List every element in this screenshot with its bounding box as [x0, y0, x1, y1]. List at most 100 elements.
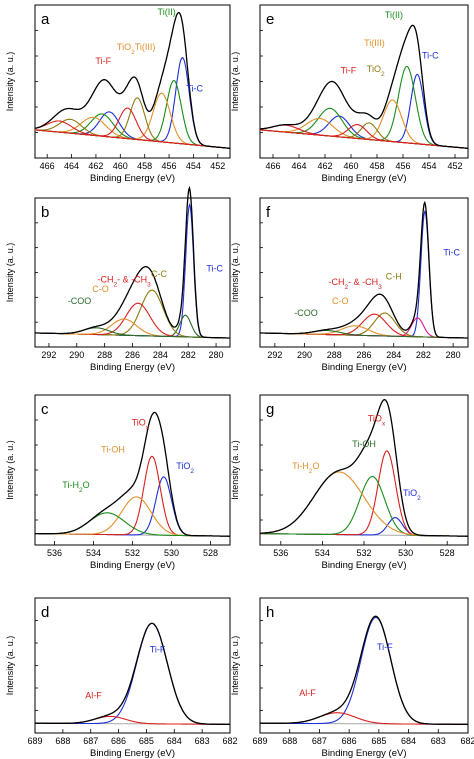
peak-ti-f: [260, 616, 468, 725]
x-tick-label: 452: [447, 161, 462, 171]
panel-label: e: [266, 11, 274, 28]
x-tick-label: 290: [69, 350, 84, 360]
peak-annotation: C-H: [386, 272, 402, 282]
peak-ti-f: [34, 120, 230, 149]
peak-annotation: C-O: [332, 296, 349, 306]
envelope-line: [260, 200, 469, 339]
x-axis-label: Binding Energy (eV): [321, 748, 406, 759]
peak-annotation: -CH2- & -CH3: [98, 274, 152, 288]
x-tick-label: 458: [369, 161, 384, 171]
x-tick-label: 534: [86, 548, 101, 558]
x-tick-label: 683: [195, 736, 210, 746]
panel-d: d 689 688 687 686 685 684 683 682 Binding Energy …: [5, 597, 238, 759]
x-tick-label: 288: [327, 350, 342, 360]
panel-label: g: [266, 401, 274, 418]
peak-annotation: TiO2: [367, 64, 385, 78]
x-tick-label: 532: [125, 548, 140, 558]
envelope-line: [35, 185, 231, 339]
peak-ti-c: [34, 57, 230, 149]
peak-annotation: -COO: [68, 296, 92, 306]
y-axis-label: Intensity (a. u.): [230, 440, 240, 500]
panel-e: e 466 464 462 460 458 456 454 452 Binding Energy …: [230, 4, 469, 184]
x-tick-label: 282: [181, 350, 196, 360]
x-tick-label: 528: [440, 548, 455, 558]
x-axis-label: Binding Energy (eV): [90, 560, 175, 571]
x-tick-label: 458: [137, 161, 152, 171]
x-tick-label: 462: [317, 161, 332, 171]
y-axis-label: Intensity (a. u.): [230, 52, 240, 112]
panel-label: b: [41, 204, 49, 221]
x-tick-label: 462: [88, 161, 103, 171]
y-axis-label: Intensity (a. u.): [230, 243, 240, 303]
panel-h: h 689 688 687 686 685 684 683 682 Binding Energy …: [230, 597, 474, 759]
envelope-line: [260, 399, 468, 537]
x-tick-label: 456: [162, 161, 177, 171]
peak-annotation: Ti-C: [422, 50, 439, 60]
peak-annotation: Ti-C: [186, 84, 203, 94]
peak-annotation: Ti-F: [95, 56, 111, 66]
x-axis-label: Binding Energy (eV): [321, 173, 406, 184]
peak-annotation: Ti-H2O: [292, 461, 319, 475]
peak-annotation: Ti-F: [377, 642, 393, 652]
panel-label: h: [266, 604, 274, 621]
panel-label: f: [266, 204, 271, 221]
peak-annotation: TiOx: [368, 413, 386, 427]
peak-annotation: Ti(II): [385, 10, 403, 20]
plot-frame: [259, 197, 469, 348]
peak-ti-c: [260, 209, 469, 339]
y-axis-label: Intensity (a. u.): [5, 243, 15, 303]
x-tick-label: 685: [139, 736, 154, 746]
panel-label: d: [41, 604, 49, 621]
x-tick-label: 532: [356, 548, 371, 558]
x-tick-label: 292: [267, 350, 282, 360]
panel-label: a: [41, 11, 50, 28]
peak-annotation: Al-F: [85, 690, 102, 700]
x-tick-label: 286: [356, 350, 371, 360]
peak-annotation: C-C: [151, 269, 167, 279]
envelope-line: [260, 615, 468, 725]
panel-b: b 292 290 288 286 284 282 280 Binding Energy (eV…: [5, 185, 231, 373]
y-axis-label: Intensity (a. u.): [5, 636, 15, 696]
peak-annotation: -COO: [294, 308, 318, 318]
peak-annotation: Ti-OH: [101, 445, 125, 455]
x-tick-label: 466: [265, 161, 280, 171]
x-tick-label: 682: [460, 736, 474, 746]
x-tick-label: 530: [398, 548, 413, 558]
x-tick-label: 292: [41, 350, 56, 360]
x-tick-label: 280: [446, 350, 461, 360]
plot-frame: [34, 4, 231, 159]
x-tick-label: 684: [401, 736, 416, 746]
peak-annotation: Ti(II): [158, 7, 176, 17]
x-tick-label: 464: [64, 161, 79, 171]
peak-tiox: [35, 455, 230, 537]
y-axis-label: Intensity (a. u.): [5, 52, 15, 112]
peak-ti-f: [260, 124, 468, 149]
peak--coo: [260, 329, 469, 339]
x-tick-label: 686: [111, 736, 126, 746]
peak-tio2: [260, 517, 468, 537]
x-tick-label: 528: [203, 548, 218, 558]
x-axis-label: Binding Energy (eV): [321, 362, 406, 373]
x-tick-label: 534: [315, 548, 330, 558]
x-tick-label: 536: [273, 548, 288, 558]
peak-annotation: TiO2: [176, 461, 194, 475]
y-axis-label: Intensity (a. u.): [230, 636, 240, 696]
x-tick-label: 454: [421, 161, 436, 171]
peak-annotation: -CH2- & -CH3: [328, 277, 382, 291]
peak-annotation: TiO2Ti(III): [117, 42, 155, 56]
peak-ti-ii-: [259, 65, 468, 149]
peak-annotation: Ti-OH: [352, 439, 376, 449]
peak-ti-h2o: [260, 471, 468, 537]
plot-frame: [259, 597, 469, 734]
x-tick-label: 456: [395, 161, 410, 171]
peak-ti-f: [34, 107, 230, 149]
x-axis-label: Binding Energy (eV): [321, 560, 406, 571]
x-tick-label: 286: [125, 350, 140, 360]
plot-frame: [259, 4, 469, 159]
panel-label: c: [41, 401, 49, 418]
peak-annotation: Ti-F: [150, 644, 166, 654]
peak-c-h: [260, 312, 469, 339]
peak-annotation: C-O: [92, 284, 109, 294]
envelope-line: [35, 411, 230, 537]
